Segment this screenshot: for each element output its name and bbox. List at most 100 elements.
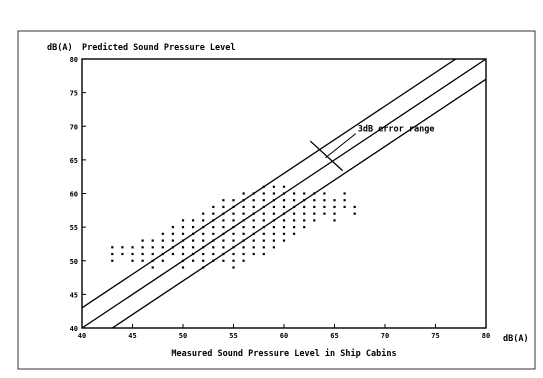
y-tick-label: 50: [70, 258, 78, 266]
data-point: [232, 259, 235, 262]
data-point: [303, 205, 306, 209]
data-point: [303, 219, 306, 222]
data-point: [343, 199, 346, 202]
data-point: [151, 266, 154, 269]
data-point: [282, 199, 286, 202]
data-point: [111, 246, 114, 249]
data-point: [232, 252, 235, 256]
upper-bound-line: [82, 59, 457, 309]
x-axis-label: Measured Sound Pressure Level in Ship Ca…: [171, 348, 396, 359]
data-point: [141, 239, 144, 242]
data-point: [293, 212, 296, 215]
data-point: [212, 252, 215, 256]
data-point: [161, 239, 164, 242]
data-point: [181, 219, 185, 222]
data-point: [161, 246, 164, 249]
data-point: [313, 192, 316, 195]
y-axis-unit: dB(A): [47, 43, 73, 53]
data-point: [242, 252, 245, 256]
data-point: [262, 239, 265, 242]
data-point: [262, 192, 265, 195]
chart-border: [17, 30, 536, 370]
data-point: [252, 239, 255, 242]
data-point: [252, 199, 255, 202]
error-range-pointer: [325, 133, 357, 159]
data-point: [333, 199, 336, 202]
data-point: [262, 212, 265, 215]
data-point: [192, 239, 195, 242]
data-point: [242, 192, 245, 195]
data-point: [303, 199, 306, 202]
data-point: [293, 192, 296, 195]
data-point: [222, 219, 225, 222]
x-tick-label: 60: [280, 332, 288, 340]
data-point: [202, 232, 205, 235]
data-point: [282, 232, 286, 235]
x-tick-label: 70: [381, 332, 389, 340]
data-point: [252, 212, 255, 215]
data-point: [212, 232, 215, 235]
data-point: [222, 259, 225, 262]
data-points: [111, 185, 356, 269]
data-point: [212, 226, 215, 229]
x-axis-unit: dB(A): [503, 334, 529, 344]
data-point: [323, 199, 326, 202]
data-point: [293, 205, 296, 209]
data-point: [222, 232, 225, 235]
data-point: [141, 252, 144, 256]
data-point: [222, 246, 225, 249]
data-point: [272, 246, 275, 249]
data-point: [252, 232, 255, 235]
data-point: [282, 185, 286, 188]
data-point: [181, 266, 185, 269]
data-point: [333, 219, 336, 222]
data-point: [282, 212, 286, 215]
data-point: [242, 232, 245, 235]
data-point: [151, 252, 154, 256]
data-point: [222, 252, 225, 256]
data-point: [303, 226, 306, 229]
data-point: [353, 212, 356, 215]
data-point: [141, 246, 144, 249]
data-point: [232, 266, 235, 269]
data-point: [272, 232, 275, 235]
data-point: [242, 199, 245, 202]
data-point: [272, 226, 275, 229]
y-tick-label: 80: [70, 56, 78, 64]
data-point: [222, 205, 225, 209]
data-point: [323, 212, 326, 215]
data-point: [192, 232, 195, 235]
data-point: [333, 212, 336, 215]
data-point: [282, 219, 286, 222]
data-point: [232, 239, 235, 242]
data-point: [353, 205, 356, 209]
data-point: [202, 266, 205, 269]
y-tick-label: 60: [70, 191, 78, 199]
data-point: [282, 239, 286, 242]
data-point: [242, 226, 245, 229]
data-point: [252, 226, 255, 229]
annotations: 3dB error range: [309, 125, 435, 172]
data-point: [262, 205, 265, 209]
x-tick-label: 50: [179, 332, 187, 340]
data-point: [262, 199, 265, 202]
data-point: [121, 252, 124, 256]
data-point: [262, 185, 265, 188]
data-point: [202, 212, 205, 215]
data-point: [222, 239, 225, 242]
data-point: [242, 246, 245, 249]
data-point: [262, 232, 265, 235]
x-tick-label: 75: [431, 332, 439, 340]
data-point: [252, 192, 255, 195]
data-point: [171, 232, 174, 235]
data-point: [323, 205, 326, 209]
data-point: [313, 205, 316, 209]
error-range-label: 3dB error range: [358, 125, 435, 135]
data-point: [161, 232, 164, 235]
data-point: [171, 252, 174, 256]
data-point: [232, 232, 235, 235]
data-point: [181, 232, 185, 235]
data-point: [242, 219, 245, 222]
data-point: [202, 226, 205, 229]
